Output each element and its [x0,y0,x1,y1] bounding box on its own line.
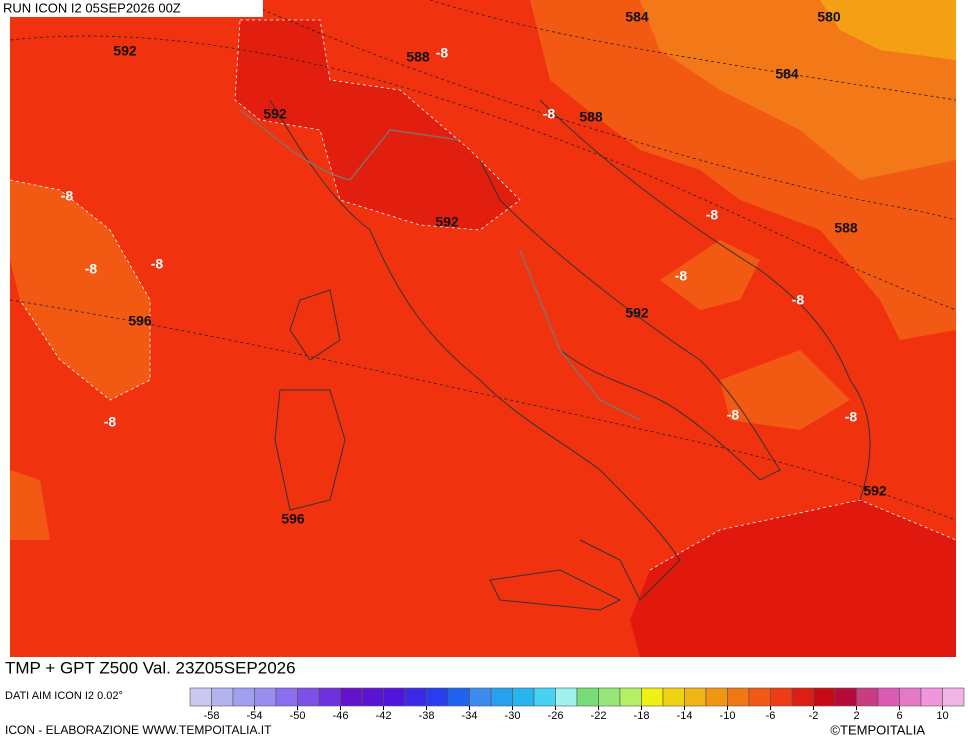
run-label: RUN ICON I2 05SEP2026 00Z [3,0,181,15]
title-box [0,657,413,683]
colorbar-swatch [469,687,492,707]
colorbar-tick-label: 2 [853,710,859,722]
credit-label: ICON - ELABORAZIONE WWW.TEMPOITALIA.IT [5,723,272,737]
colorbar-swatch [813,687,836,707]
colorbar-swatch [791,687,814,707]
colorbar-tick-label: -42 [376,710,392,722]
contour-label: 580 [817,9,841,25]
colorbar-swatch [232,687,255,707]
colorbar-swatch [318,687,341,707]
colorbar-tick-label: -26 [548,710,564,722]
colorbar-swatch [619,687,642,707]
colorbar-swatch [361,687,384,707]
map-title: TMP + GPT Z500 Val. 23Z05SEP2026 [5,658,296,677]
map: 592 584 580 588 -8 592 584 -8 588 -8 592 -8 588 -8 -8 -… [9,0,957,657]
colorbar-swatch [662,687,685,707]
colorbar-swatch [426,687,449,707]
colorbar-swatch [727,687,750,707]
contour-label: -8 [151,256,164,272]
colorbar-tick-label: -6 [766,710,776,722]
contour-label: 592 [435,214,459,230]
coastline [269,99,871,611]
contour-label: 596 [128,313,152,329]
colorbar-swatch [404,687,427,707]
colorbar-swatch [576,687,599,707]
colorbar-swatch [598,687,621,707]
source-label: DATI AIM ICON I2 0.02° [5,690,123,702]
colorbar-swatch [555,687,578,707]
colorbar-swatch [834,687,857,707]
colorbar-swatch [770,687,793,707]
contour-label: -8 [675,268,688,284]
colorbar-tick-label: -34 [462,710,478,722]
contour-label: 588 [406,49,430,65]
colorbar-swatch [748,687,771,707]
colorbar-swatch [447,687,470,707]
colorbar-tick-label: -50 [290,710,306,722]
contour-label: -8 [543,106,556,122]
contour-label: -8 [845,409,858,425]
colorbar-swatch [899,687,922,707]
colorbar-tick-label: -30 [505,710,521,722]
colorbar-swatch [340,687,363,707]
colorbar-swatch [383,687,406,707]
colorbar-tick-label: -14 [677,710,693,722]
colorbar-tick-label: -18 [634,710,650,722]
colorbar-swatch [254,687,277,707]
dark-region [630,500,956,657]
contour-label: 584 [625,9,649,25]
colorbar-swatch [211,687,234,707]
contour-label: -8 [61,188,74,204]
colorbar-swatch [297,687,320,707]
colorbar-swatch [189,687,212,707]
contour-label: -8 [792,292,805,308]
header-box [0,0,263,17]
colorbar-tick-label: -10 [720,710,736,722]
contour-label: 592 [113,43,137,59]
colorbar-swatch [942,687,965,707]
colorbar-swatch [705,687,728,707]
colorbar-tick-label: -22 [591,710,607,722]
contour-label: -8 [706,207,719,223]
contour-label: 584 [775,66,799,82]
warm-region [10,180,150,400]
contour-label: 592 [863,483,887,499]
colorbar-swatch [275,687,298,707]
colorbar-tick-label: -38 [419,710,435,722]
temperature-isoline [9,19,957,571]
contour-label: -8 [727,407,740,423]
contour-label: 588 [579,109,603,125]
contour-label: 592 [263,106,287,122]
colorbar-tick-label: -2 [809,710,819,722]
contour-label: -8 [436,45,449,61]
contour-label: 588 [834,220,858,236]
dark-region [235,20,520,230]
colorbar-tick-label: 6 [896,710,902,722]
contour-label: 596 [281,511,305,527]
colorbar-swatch [512,687,535,707]
colorbar-tick-label: 10 [936,710,948,722]
contour-label: -8 [104,414,117,430]
colorbar-tick-label: -54 [247,710,263,722]
colorbar-swatch [877,687,900,707]
colorbar-swatch [641,687,664,707]
colorbar-swatch [856,687,879,707]
map-labels: 592 584 580 588 -8 592 584 -8 588 -8 592 -8 588 -8 -8 -… [61,9,887,527]
colorbar: -58 -54 -50 -46 -42 -38 -34 -30 -26 -22 -18 -14 -10-… [189,687,965,722]
colorbar-tick-label: -58 [204,710,220,722]
colorbar-swatch [533,687,556,707]
colorbar-swatch [920,687,943,707]
border [239,109,641,421]
geopotential-isoline [9,0,957,521]
colorbar-swatch [684,687,707,707]
logo-label: ©TEMPOITALIA [830,722,925,737]
contour-label: 592 [625,305,649,321]
colorbar-swatch [490,687,513,707]
colorbar-tick-label: -46 [333,710,349,722]
yellow-region [820,0,956,60]
contour-label: -8 [85,261,98,277]
